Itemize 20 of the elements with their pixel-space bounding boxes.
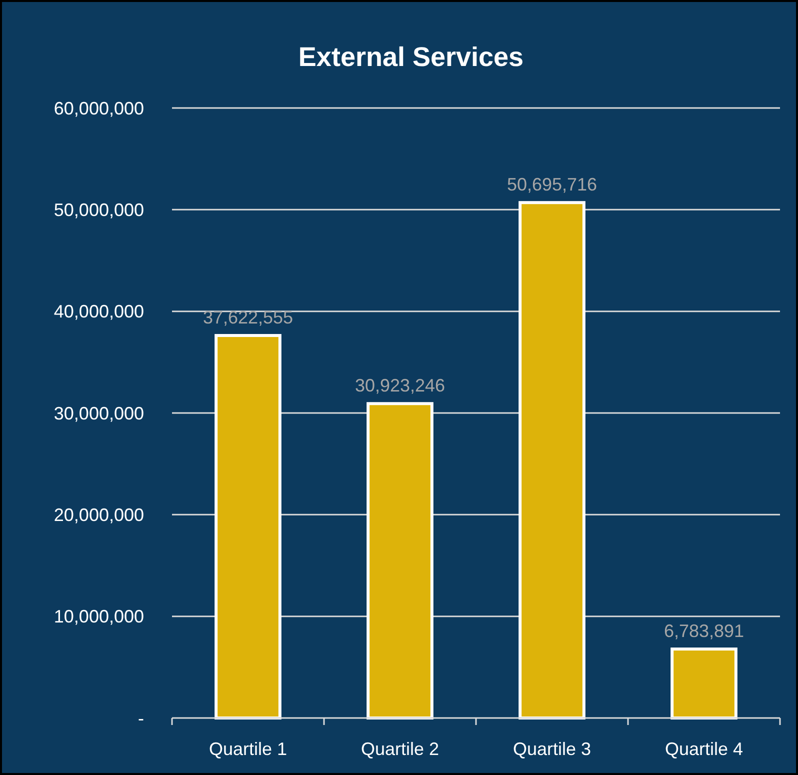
bar [366,402,434,720]
y-tick-label: - [138,708,144,728]
x-tick-label: Quartile 2 [360,739,440,759]
y-tick-label: 10,000,000 [54,606,144,627]
data-label: 6,783,891 [664,621,744,642]
bar [518,201,586,720]
x-tick-label: Quartile 3 [512,739,592,759]
y-tick-label: 40,000,000 [54,302,144,322]
y-tick-label: 30,000,000 [54,403,144,424]
bar [670,648,738,720]
x-tick-label: Quartile 4 [664,739,744,759]
x-tick-label: Quartile 1 [208,739,288,759]
y-tick-label: 20,000,000 [54,504,144,525]
chart-title: External Services [298,42,524,72]
data-label: 30,923,246 [354,376,446,396]
y-tick-label: 60,000,000 [54,98,144,118]
bar [214,334,282,720]
y-tick-label: 50,000,000 [54,200,144,220]
data-label: 37,622,555 [202,308,294,328]
data-label: 50,695,716 [506,174,598,195]
